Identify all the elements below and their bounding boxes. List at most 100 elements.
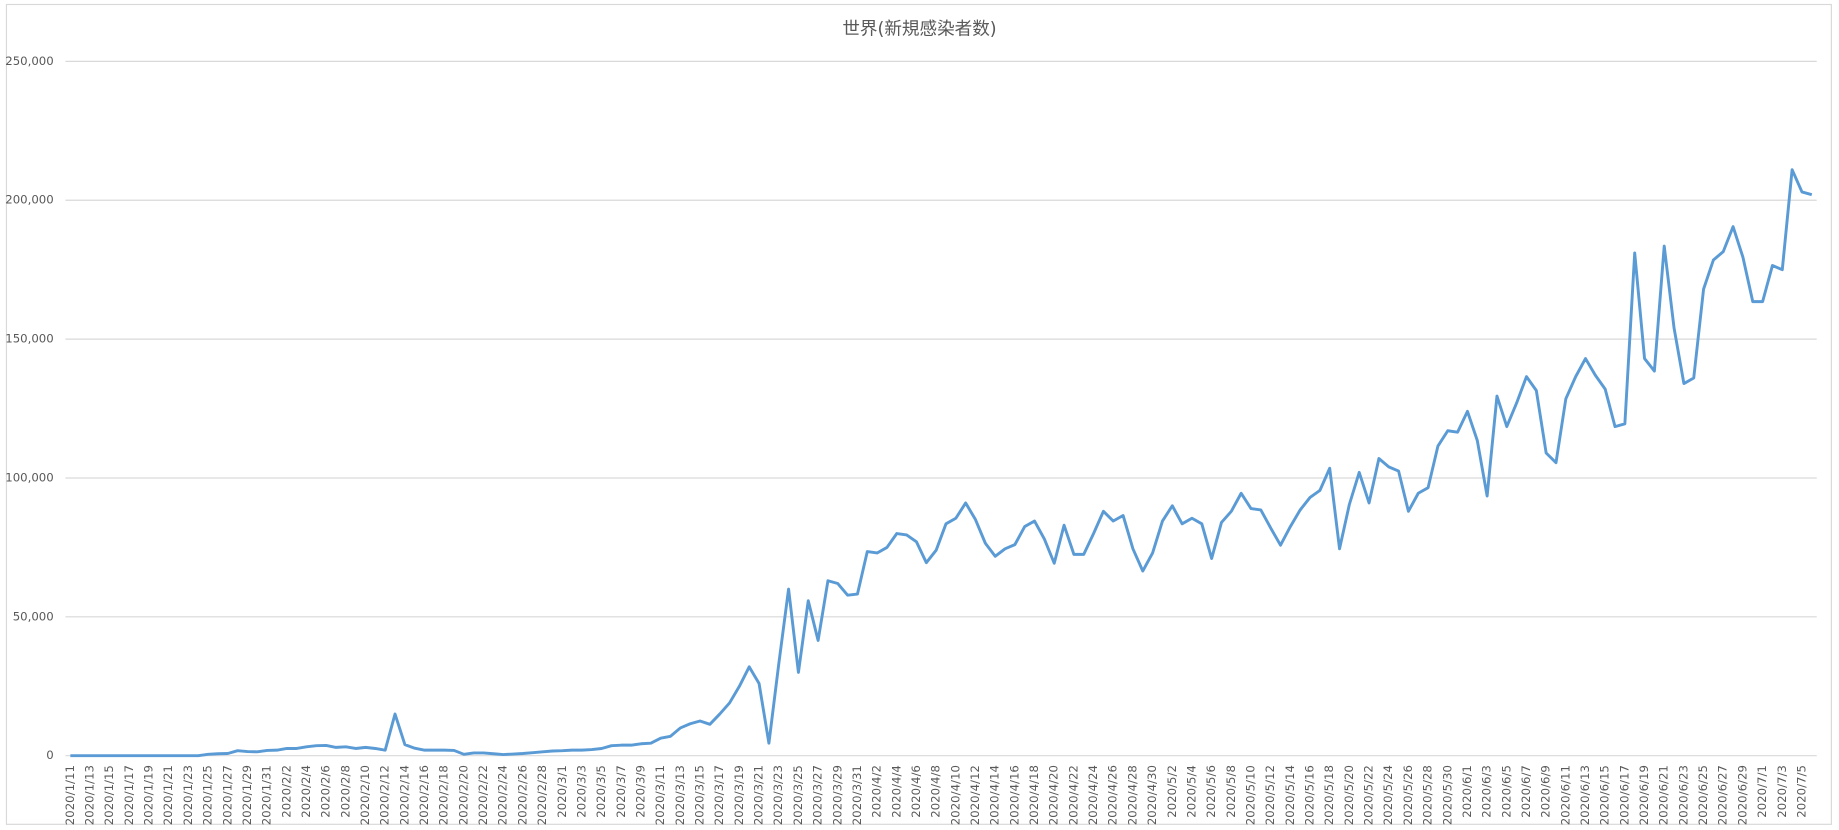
x-tick-label: 2020/5/12 <box>1263 765 1277 825</box>
x-tick-label: 2020/2/14 <box>397 765 411 825</box>
x-tick-label: 2020/6/25 <box>1696 765 1710 825</box>
x-tick-label: 2020/4/18 <box>1027 765 1041 825</box>
x-tick-label: 2020/3/23 <box>771 765 785 825</box>
x-tick-label: 2020/6/23 <box>1676 765 1690 825</box>
x-tick-label: 2020/2/6 <box>319 765 333 818</box>
x-tick-label: 2020/4/6 <box>909 765 923 818</box>
x-tick-label: 2020/4/30 <box>1145 765 1159 825</box>
x-tick-label: 2020/1/27 <box>220 765 234 825</box>
x-tick-label: 2020/3/15 <box>693 765 707 825</box>
x-tick-label: 2020/5/14 <box>1283 765 1297 825</box>
x-tick-label: 2020/1/21 <box>161 765 175 825</box>
x-tick-label: 2020/2/10 <box>358 765 372 825</box>
x-tick-label: 2020/3/11 <box>653 765 667 825</box>
x-tick-label: 2020/7/1 <box>1755 765 1769 818</box>
x-tick-label: 2020/3/17 <box>712 765 726 825</box>
x-tick-label: 2020/2/4 <box>299 765 313 818</box>
x-tick-label: 2020/3/29 <box>830 765 844 825</box>
x-tick-label: 2020/4/28 <box>1125 765 1139 825</box>
x-tick-label: 2020/2/12 <box>378 765 392 825</box>
y-tick-label: 100,000 <box>5 470 53 484</box>
x-tick-label: 2020/5/6 <box>1204 765 1218 818</box>
y-tick-label: 200,000 <box>5 193 53 207</box>
x-tick-label: 2020/1/11 <box>63 765 77 825</box>
x-tick-label: 2020/5/18 <box>1322 765 1336 825</box>
x-tick-label: 2020/5/2 <box>1165 765 1179 818</box>
x-tick-label: 2020/4/26 <box>1106 765 1120 825</box>
x-tick-label: 2020/6/17 <box>1617 765 1631 825</box>
x-tick-label: 2020/2/24 <box>496 765 510 825</box>
chart-border <box>5 3 1832 825</box>
x-tick-label: 2020/4/2 <box>870 765 884 818</box>
x-tick-label: 2020/5/22 <box>1362 765 1376 825</box>
x-tick-label: 2020/4/20 <box>1047 765 1061 825</box>
x-tick-label: 2020/6/7 <box>1519 765 1533 818</box>
x-tick-label: 2020/6/11 <box>1558 765 1572 825</box>
x-tick-label: 2020/5/16 <box>1303 765 1317 825</box>
x-tick-label: 2020/2/28 <box>535 765 549 825</box>
x-tick-label: 2020/3/7 <box>614 765 628 818</box>
x-tick-label: 2020/1/29 <box>240 765 254 825</box>
x-tick-label: 2020/3/3 <box>574 765 588 818</box>
x-tick-label: 2020/3/21 <box>752 765 766 825</box>
x-tick-label: 2020/4/22 <box>1066 765 1080 825</box>
x-tick-label: 2020/1/13 <box>83 765 97 825</box>
x-tick-label: 2020/7/3 <box>1775 765 1789 818</box>
x-tick-label: 2020/2/16 <box>417 765 431 825</box>
x-tick-label: 2020/5/30 <box>1440 765 1454 825</box>
x-tick-label: 2020/2/2 <box>279 765 293 818</box>
x-tick-label: 2020/5/26 <box>1401 765 1415 825</box>
x-tick-label: 2020/6/27 <box>1716 765 1730 825</box>
x-tick-label: 2020/5/28 <box>1421 765 1435 825</box>
x-tick-label: 2020/5/20 <box>1342 765 1356 825</box>
x-tick-label: 2020/1/19 <box>142 765 156 825</box>
x-tick-label: 2020/2/8 <box>338 765 352 818</box>
x-tick-label: 2020/6/29 <box>1735 765 1749 825</box>
x-tick-label: 2020/1/23 <box>181 765 195 825</box>
y-tick-label: 0 <box>46 748 53 762</box>
x-tick-label: 2020/6/21 <box>1657 765 1671 825</box>
x-tick-label: 2020/4/8 <box>929 765 943 818</box>
x-tick-label: 2020/6/1 <box>1460 765 1474 818</box>
x-tick-label: 2020/5/10 <box>1243 765 1257 825</box>
x-tick-label: 2020/6/19 <box>1637 765 1651 825</box>
x-tick-label: 2020/1/31 <box>260 765 274 825</box>
x-tick-label: 2020/3/5 <box>594 765 608 818</box>
chart-title: 世界(新規感染者数) <box>842 20 996 40</box>
x-tick-label: 2020/4/16 <box>1007 765 1021 825</box>
y-tick-label: 50,000 <box>13 609 54 623</box>
x-tick-label: 2020/4/24 <box>1086 765 1100 825</box>
x-tick-label: 2020/3/9 <box>634 765 648 818</box>
x-tick-label: 2020/4/12 <box>968 765 982 825</box>
x-tick-label: 2020/3/27 <box>811 765 825 825</box>
x-tick-label: 2020/2/18 <box>437 765 451 825</box>
x-tick-label: 2020/3/1 <box>555 765 569 818</box>
x-tick-label: 2020/6/15 <box>1598 765 1612 825</box>
x-tick-label: 2020/6/5 <box>1499 765 1513 818</box>
x-tick-label: 2020/3/31 <box>850 765 864 825</box>
x-tick-label: 2020/4/4 <box>889 765 903 818</box>
x-tick-label: 2020/5/4 <box>1184 765 1198 818</box>
x-tick-label: 2020/2/20 <box>456 765 470 825</box>
x-tick-label: 2020/4/10 <box>948 765 962 825</box>
x-tick-label: 2020/5/8 <box>1224 765 1238 818</box>
x-tick-label: 2020/3/25 <box>791 765 805 825</box>
x-tick-label: 2020/7/5 <box>1794 765 1808 818</box>
x-tick-label: 2020/1/15 <box>102 765 116 825</box>
data-line <box>70 168 1813 758</box>
x-tick-label: 2020/2/22 <box>476 765 490 825</box>
x-tick-label: 2020/6/3 <box>1480 765 1494 818</box>
y-tick-label: 250,000 <box>5 54 53 68</box>
x-tick-label: 2020/3/19 <box>732 765 746 825</box>
x-tick-label: 2020/2/26 <box>515 765 529 825</box>
y-tick-label: 150,000 <box>5 332 53 346</box>
x-tick-label: 2020/1/25 <box>201 765 215 825</box>
x-tick-label: 2020/3/13 <box>673 765 687 825</box>
x-tick-label: 2020/6/9 <box>1539 765 1553 818</box>
x-tick-label: 2020/5/24 <box>1381 765 1395 825</box>
x-tick-label: 2020/4/14 <box>988 765 1002 825</box>
x-tick-label: 2020/6/13 <box>1578 765 1592 825</box>
x-tick-label: 2020/1/17 <box>122 765 136 825</box>
